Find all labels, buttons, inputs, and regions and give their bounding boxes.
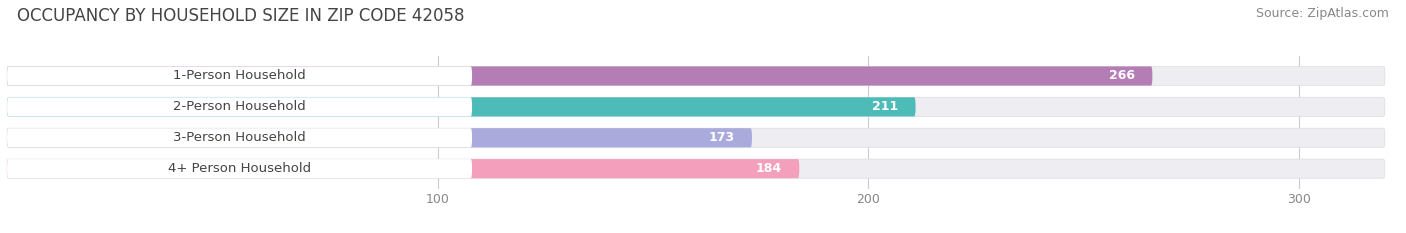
FancyBboxPatch shape xyxy=(7,159,472,178)
FancyBboxPatch shape xyxy=(7,128,1385,147)
FancyBboxPatch shape xyxy=(7,97,915,116)
FancyBboxPatch shape xyxy=(7,97,1385,116)
Text: Source: ZipAtlas.com: Source: ZipAtlas.com xyxy=(1256,7,1389,20)
Text: 1-Person Household: 1-Person Household xyxy=(173,69,307,82)
Text: 184: 184 xyxy=(756,162,782,175)
Text: 3-Person Household: 3-Person Household xyxy=(173,131,307,144)
FancyBboxPatch shape xyxy=(7,66,472,86)
FancyBboxPatch shape xyxy=(7,128,752,147)
FancyBboxPatch shape xyxy=(7,66,1153,86)
FancyBboxPatch shape xyxy=(7,66,1385,86)
FancyBboxPatch shape xyxy=(7,159,799,178)
FancyBboxPatch shape xyxy=(7,97,472,116)
Text: 4+ Person Household: 4+ Person Household xyxy=(167,162,311,175)
Text: 173: 173 xyxy=(709,131,735,144)
Text: OCCUPANCY BY HOUSEHOLD SIZE IN ZIP CODE 42058: OCCUPANCY BY HOUSEHOLD SIZE IN ZIP CODE … xyxy=(17,7,464,25)
Text: 2-Person Household: 2-Person Household xyxy=(173,100,307,113)
Text: 211: 211 xyxy=(872,100,898,113)
Text: 266: 266 xyxy=(1109,69,1135,82)
FancyBboxPatch shape xyxy=(7,128,472,147)
FancyBboxPatch shape xyxy=(7,159,1385,178)
